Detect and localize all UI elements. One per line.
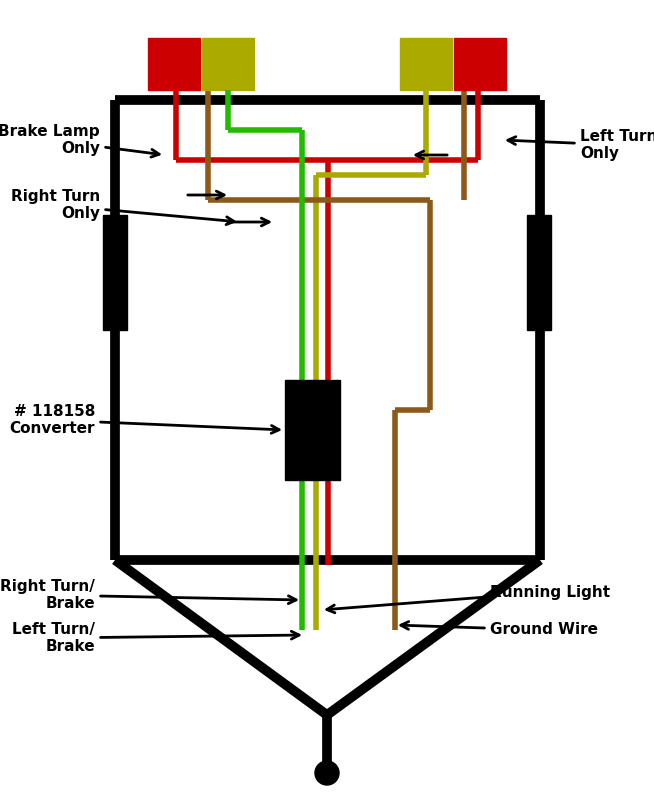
Text: Brake Lamp
Only: Brake Lamp Only [0,124,159,157]
Text: Right Turn
Only: Right Turn Only [10,189,234,225]
Text: Ground Wire: Ground Wire [401,622,598,638]
Bar [103,215,127,330]
Text: Left Turn
Only: Left Turn Only [508,129,654,162]
Text: Running Light: Running Light [327,585,610,613]
Bar [148,38,200,90]
Bar [454,38,506,90]
Bar [202,38,254,90]
Bar [285,380,340,480]
Text: # 118158
Converter: # 118158 Converter [10,404,279,436]
Bar [400,38,452,90]
Circle shape [315,761,339,785]
Bar [527,215,551,330]
Text: Right Turn/
Brake: Right Turn/ Brake [0,579,296,611]
Text: Left Turn/
Brake: Left Turn/ Brake [12,622,299,654]
